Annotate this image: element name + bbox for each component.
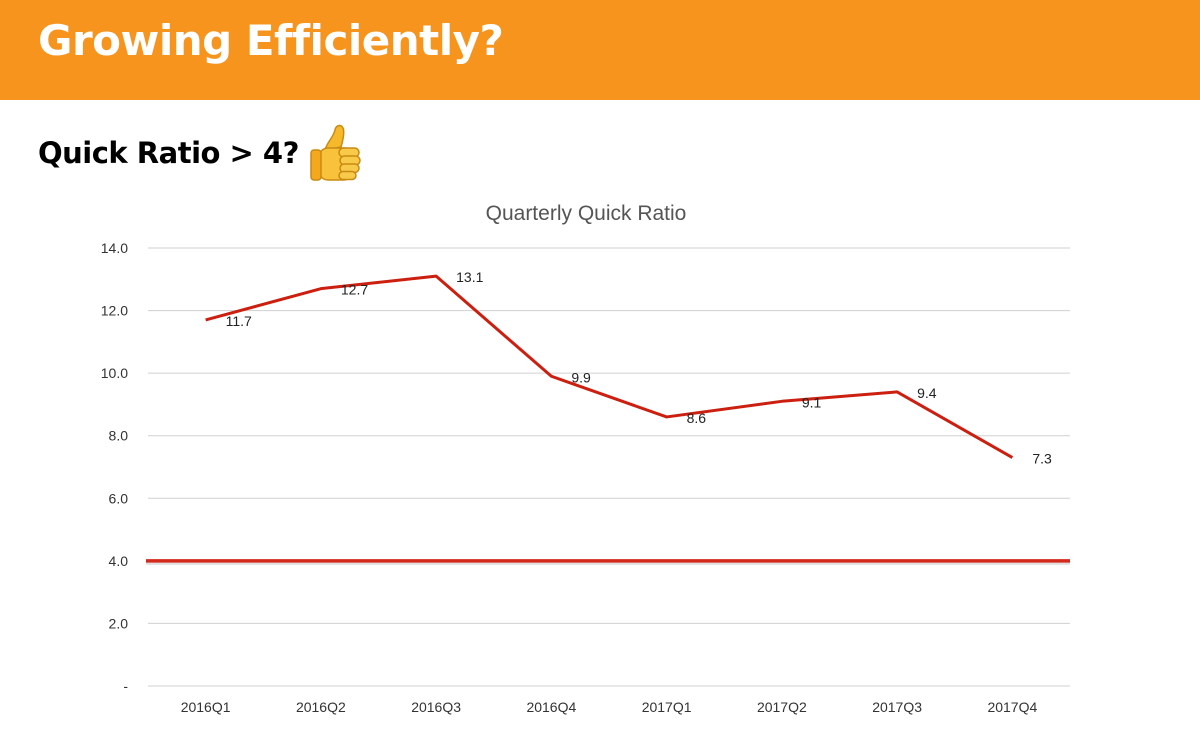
series-line [205,274,1014,459]
y-tick-label: 14.0 [101,240,128,256]
x-tick-label: 2017Q4 [987,699,1037,715]
quick-ratio-chart: Quarterly Quick Ratio - 2.0 4.0 6.0 8.0 10.0 1… [101,202,1070,715]
grid-lines [148,247,1070,687]
y-tick-label: 2.0 [109,615,129,631]
y-tick-label: 8.0 [109,428,129,444]
x-tick-label: 2016Q1 [181,699,231,715]
header-bar: Growing Efficiently? [0,0,1200,100]
reference-line-group [146,559,1070,565]
x-tick-label: 2016Q2 [296,699,346,715]
x-tick-label: 2017Q1 [642,699,692,715]
slide-title: Growing Efficiently? [38,16,504,65]
subtitle-row: Quick Ratio > 4? [38,118,371,188]
y-tick-label: 6.0 [109,490,129,506]
slide-subtitle: Quick Ratio > 4? [38,136,299,170]
y-tick-label: 4.0 [109,553,129,569]
y-tick-label: 10.0 [101,365,128,381]
data-label: 9.4 [917,385,937,401]
x-axis-ticks: 2016Q1 2016Q2 2016Q3 2016Q4 2017Q1 2017Q2 2017… [181,699,1038,715]
y-tick-label: 12.0 [101,303,128,319]
data-label: 11.7 [226,313,252,329]
data-label: 7.3 [1032,451,1052,467]
data-label: 12.7 [341,282,368,298]
x-tick-label: 2017Q2 [757,699,807,715]
x-tick-label: 2016Q3 [411,699,461,715]
data-label: 8.6 [687,410,707,426]
y-tick-label: - [123,678,128,694]
chart-title: Quarterly Quick Ratio [486,202,687,225]
data-labels: 11.7 12.7 13.1 9.9 8.6 9.1 9.4 7.3 [226,269,1052,466]
y-axis-ticks: - 2.0 4.0 6.0 8.0 10.0 12.0 14.0 [101,240,129,694]
data-label: 9.9 [571,369,591,385]
series-group [205,274,1014,459]
data-label: 13.1 [456,269,483,285]
x-tick-label: 2017Q3 [872,699,922,715]
x-tick-label: 2016Q4 [526,699,576,715]
data-label: 9.1 [802,394,822,410]
thumbs-up-icon [310,124,361,181]
